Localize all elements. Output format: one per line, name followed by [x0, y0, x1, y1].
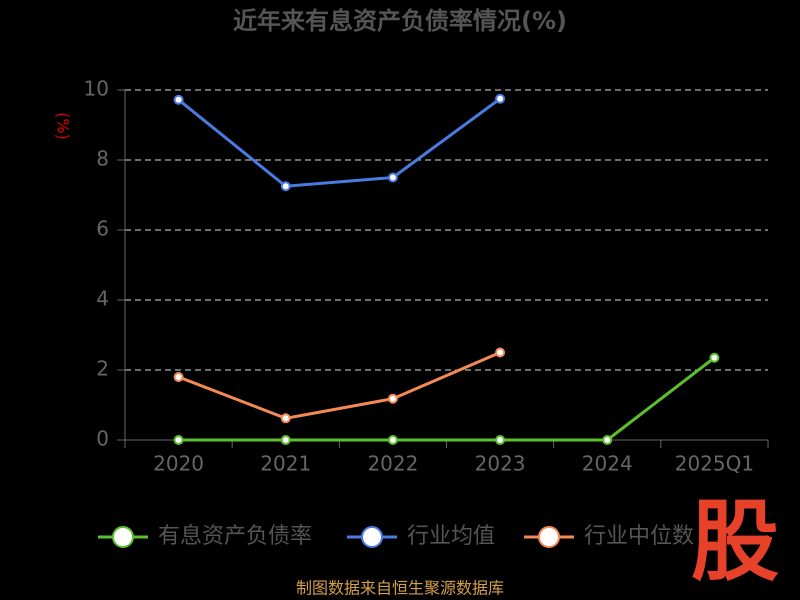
series-line: [177, 97, 501, 188]
x-tick-label: 2024: [582, 452, 633, 476]
data-point: [602, 435, 613, 445]
x-tick-label: 2022: [367, 452, 418, 476]
logo: 股: [691, 490, 779, 593]
x-tick-label: 2020: [153, 452, 204, 476]
data-point: [173, 94, 184, 105]
data-point: [280, 413, 291, 424]
y-tick-label: 0: [96, 427, 109, 451]
y-tick-label: 6: [96, 217, 109, 241]
x-tick-label: 2021: [260, 452, 311, 476]
data-point: [173, 372, 184, 382]
source: 制图数据来自恒生聚源数据库: [296, 579, 504, 598]
legend-label: 行业均值: [407, 524, 495, 549]
data-point: [387, 393, 398, 404]
x-tick-label: 2023: [475, 452, 526, 476]
legend-marker: [112, 526, 134, 548]
data-point: [280, 435, 291, 445]
series-line: [178, 356, 716, 442]
series-line: [178, 351, 501, 420]
data-point: [495, 93, 506, 104]
y-axis-label: (%): [54, 112, 73, 140]
chart-title: 近年来有息资产负债率情况(%): [233, 7, 567, 35]
data-point: [387, 172, 398, 183]
x-tick-label: 2025Q1: [675, 452, 754, 476]
legend-label: 行业中位数: [584, 524, 694, 549]
data-point: [387, 435, 398, 445]
y-tick-label: 4: [96, 287, 109, 311]
legend-label: 有息资产负债率: [158, 524, 312, 549]
legend-marker: [361, 526, 383, 548]
y-tick-label: 2: [96, 357, 109, 381]
data-point: [495, 347, 506, 358]
data-point: [709, 352, 720, 363]
y-tick-label: 8: [96, 147, 109, 171]
data-point: [280, 181, 291, 192]
y-tick-label: 10: [84, 77, 109, 101]
data-point: [173, 435, 184, 445]
legend-marker: [538, 526, 560, 548]
data-point: [495, 435, 506, 445]
